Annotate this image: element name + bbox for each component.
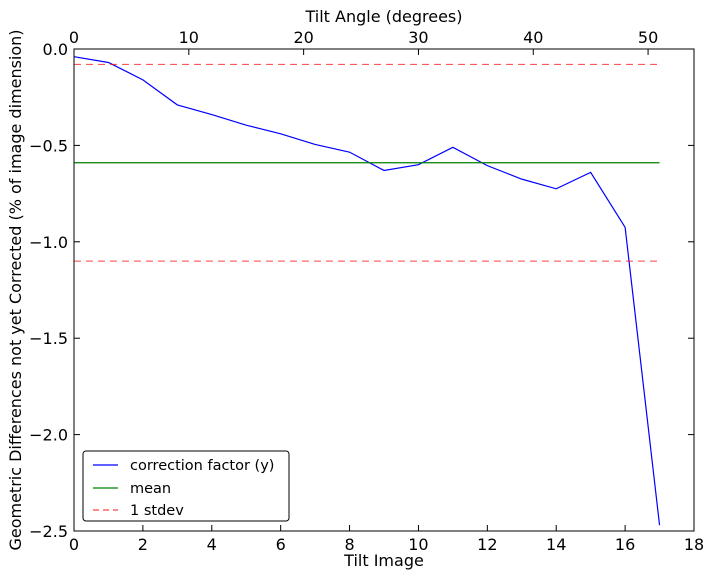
legend-label-correction-factor: correction factor (y) bbox=[130, 458, 274, 474]
legend-box bbox=[82, 450, 290, 522]
x-tick-label: 18 bbox=[684, 535, 704, 554]
legend-label-stdev: 1 stdev bbox=[130, 503, 184, 519]
legend: correction factor (y) mean 1 stdev bbox=[82, 450, 290, 522]
series-correction-factor-y bbox=[73, 56, 661, 526]
y-tick-label: −1.0 bbox=[29, 233, 68, 252]
x-tick-label: 12 bbox=[477, 535, 497, 554]
ticks-layer: 0 2 4 6 8 10 12 14 16 180.0−0.5−1.0−1.5−2.0−2.50 1… bbox=[29, 28, 704, 554]
x-axis-title: Tilt Image bbox=[343, 551, 424, 570]
x-tick-label: 16 bbox=[615, 535, 635, 554]
top-tick-label: 40 bbox=[523, 28, 543, 47]
y-axis-title: Geometric Differences not yet Corrected … bbox=[6, 29, 25, 550]
plot-frame bbox=[73, 48, 695, 532]
x-tick-label: 6 bbox=[276, 535, 286, 554]
x-tick-label: 14 bbox=[546, 535, 566, 554]
top-axis-title: Tilt Angle (degrees) bbox=[304, 7, 462, 26]
y-tick-label: −2.0 bbox=[29, 426, 68, 445]
top-tick-label: 0 bbox=[69, 28, 79, 47]
legend-label-mean: mean bbox=[130, 481, 171, 497]
top-tick-label: 20 bbox=[293, 28, 313, 47]
x-tick-label: 4 bbox=[207, 535, 217, 554]
y-tick-label: 0.0 bbox=[43, 40, 68, 59]
y-tick-label: −1.5 bbox=[29, 329, 68, 348]
x-tick-label: 2 bbox=[138, 535, 148, 554]
top-tick-label: 50 bbox=[638, 28, 658, 47]
x-tick-label: 8 bbox=[344, 535, 354, 554]
x-tick-label: 10 bbox=[408, 535, 428, 554]
series-layer bbox=[73, 56, 661, 526]
top-tick-label: 10 bbox=[179, 28, 199, 47]
x-tick-label: 0 bbox=[69, 535, 79, 554]
top-tick-label: 30 bbox=[408, 28, 428, 47]
y-tick-label: −0.5 bbox=[29, 136, 68, 155]
y-tick-label: −2.5 bbox=[29, 522, 68, 541]
